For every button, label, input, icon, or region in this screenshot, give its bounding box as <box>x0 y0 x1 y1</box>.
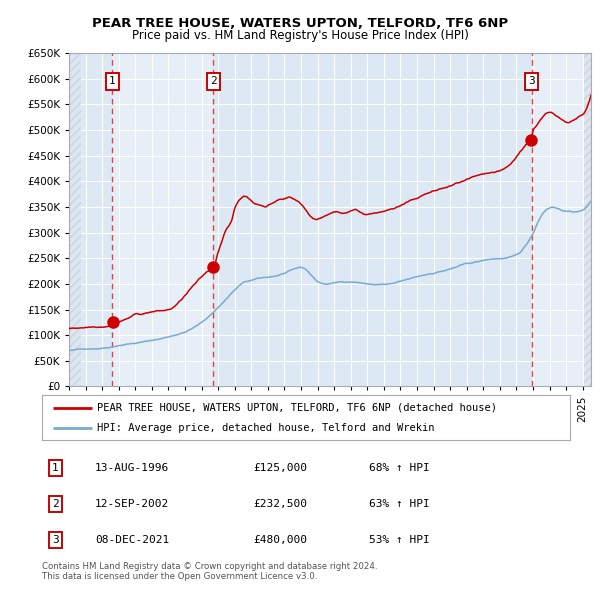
Bar <box>584 53 591 386</box>
Bar <box>532 53 591 386</box>
Text: HPI: Average price, detached house, Telford and Wrekin: HPI: Average price, detached house, Telf… <box>97 424 435 434</box>
Text: 08-DEC-2021: 08-DEC-2021 <box>95 535 169 545</box>
Bar <box>112 53 213 386</box>
Text: 3: 3 <box>52 535 59 545</box>
Text: Price paid vs. HM Land Registry's House Price Index (HPI): Price paid vs. HM Land Registry's House … <box>131 30 469 42</box>
Bar <box>69 53 82 386</box>
Bar <box>69 53 112 386</box>
Text: Contains HM Land Registry data © Crown copyright and database right 2024.
This d: Contains HM Land Registry data © Crown c… <box>42 562 377 581</box>
Text: 1: 1 <box>52 463 59 473</box>
Text: PEAR TREE HOUSE, WATERS UPTON, TELFORD, TF6 6NP (detached house): PEAR TREE HOUSE, WATERS UPTON, TELFORD, … <box>97 403 497 412</box>
Text: 3: 3 <box>529 77 535 86</box>
Text: 53% ↑ HPI: 53% ↑ HPI <box>370 535 430 545</box>
Bar <box>584 53 591 386</box>
Text: 2: 2 <box>210 77 217 86</box>
Text: £125,000: £125,000 <box>253 463 307 473</box>
Text: 13-AUG-1996: 13-AUG-1996 <box>95 463 169 473</box>
Text: 2: 2 <box>52 499 59 509</box>
Text: 63% ↑ HPI: 63% ↑ HPI <box>370 499 430 509</box>
Text: 68% ↑ HPI: 68% ↑ HPI <box>370 463 430 473</box>
Bar <box>213 53 532 386</box>
Text: £232,500: £232,500 <box>253 499 307 509</box>
Text: 1: 1 <box>109 77 116 86</box>
Text: 12-SEP-2002: 12-SEP-2002 <box>95 499 169 509</box>
Text: PEAR TREE HOUSE, WATERS UPTON, TELFORD, TF6 6NP: PEAR TREE HOUSE, WATERS UPTON, TELFORD, … <box>92 17 508 30</box>
Text: £480,000: £480,000 <box>253 535 307 545</box>
Bar <box>69 53 82 386</box>
